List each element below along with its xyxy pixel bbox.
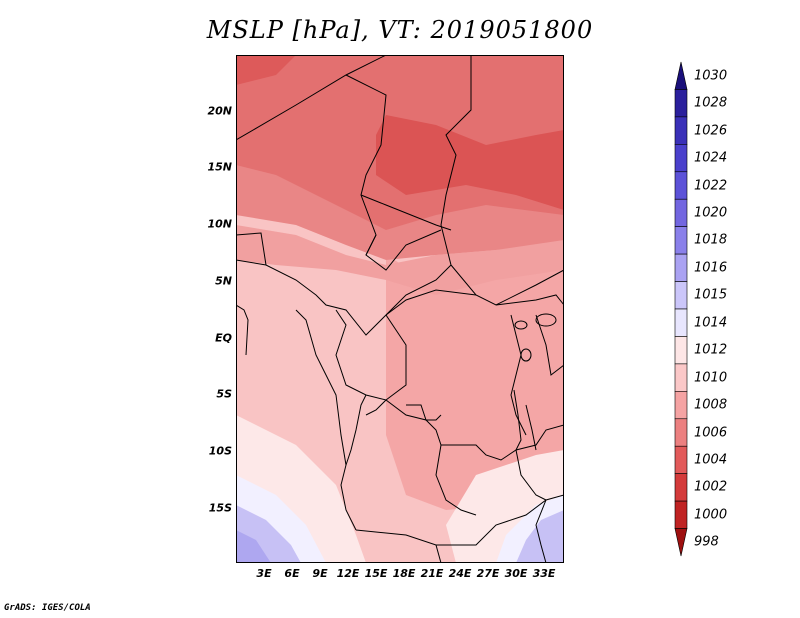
- colorbar-label: 998: [694, 534, 719, 550]
- colorbar-label: 1012: [694, 342, 728, 358]
- lon-tick-label: 18E: [392, 567, 416, 580]
- colorbar-segment: [674, 253, 688, 282]
- lat-tick-label: 10S: [208, 444, 232, 458]
- colorbar-label: 1030: [694, 68, 728, 84]
- lon-tick-label: 6E: [284, 567, 300, 580]
- lakes: [513, 313, 557, 451]
- colorbar-segment: [674, 281, 688, 310]
- country-borders: [236, 55, 564, 563]
- colorbar-label: 1010: [694, 370, 728, 386]
- colorbar-label: 1020: [694, 205, 728, 221]
- colorbar-label: 1018: [694, 232, 728, 248]
- colorbar-label: 1004: [694, 452, 728, 468]
- lon-tick-label: 33E: [532, 567, 556, 580]
- colorbar-segment: [674, 445, 688, 474]
- colorbar-segment: [674, 116, 688, 145]
- field-1004: [376, 115, 564, 210]
- lat-tick-label: 10N: [207, 217, 232, 231]
- field-1016: [236, 505, 564, 563]
- colorbar-segment: [674, 418, 688, 447]
- colorbar-segment: [674, 363, 688, 392]
- colorbar-label: 1024: [694, 150, 728, 166]
- field-1018: [236, 530, 271, 563]
- lon-tick-label: 12E: [336, 567, 360, 580]
- colorbar-segment: [674, 198, 688, 227]
- colorbar-segment: [674, 89, 688, 118]
- colorbar-label: 1014: [694, 315, 728, 331]
- pressure-field: [236, 55, 564, 563]
- colorbar-label: 1000: [694, 507, 728, 523]
- colorbar-label: 1015: [694, 287, 728, 303]
- lon-tick-label: 3E: [256, 567, 272, 580]
- colorbar-label: 1008: [694, 397, 728, 413]
- lat-tick-label: 5N: [215, 274, 232, 288]
- colorbar-label: 1002: [694, 479, 728, 495]
- lon-tick-label: 24E: [448, 567, 472, 580]
- lat-tick-label: EQ: [215, 331, 232, 345]
- field-1010-north: [236, 225, 564, 295]
- lat-tick-label: 15S: [208, 501, 232, 515]
- colorbar-segment: [674, 308, 688, 337]
- colorbar-label: 1028: [694, 95, 728, 111]
- colorbar-label: 1016: [694, 260, 728, 276]
- colorbar-segment: [674, 473, 688, 502]
- field-1014: [236, 415, 564, 563]
- map-title: MSLP [hPa], VT: 2019051800: [206, 16, 594, 44]
- lon-tick-label: 15E: [364, 567, 388, 580]
- lat-tick-label: 20N: [207, 104, 232, 118]
- credit-text: GrADS: IGES/COLA: [4, 603, 91, 613]
- lon-tick-label: 9E: [312, 567, 328, 580]
- colorbar-segment: [674, 528, 688, 557]
- pressure-map: [236, 55, 564, 563]
- colorbar-label: 1026: [694, 123, 728, 139]
- colorbar-segment: [674, 336, 688, 365]
- field-1004-west: [236, 55, 296, 85]
- colorbar-segment: [674, 226, 688, 255]
- colorbar-segment: [674, 61, 688, 90]
- lat-tick-label: 5S: [216, 387, 232, 401]
- colorbar-segment: [674, 144, 688, 173]
- colorbar-segment: [674, 500, 688, 529]
- lon-tick-label: 21E: [420, 567, 444, 580]
- lon-tick-label: 30E: [504, 567, 528, 580]
- colorbar-label: 1006: [694, 425, 728, 440]
- field-1010: [386, 255, 564, 510]
- colorbar-segment: [674, 171, 688, 200]
- lat-tick-label: 15N: [207, 160, 232, 174]
- colorbar-segment: [674, 391, 688, 420]
- lon-tick-label: 27E: [476, 567, 500, 580]
- map-border: [236, 55, 564, 563]
- colorbar-label: 1022: [694, 178, 728, 193]
